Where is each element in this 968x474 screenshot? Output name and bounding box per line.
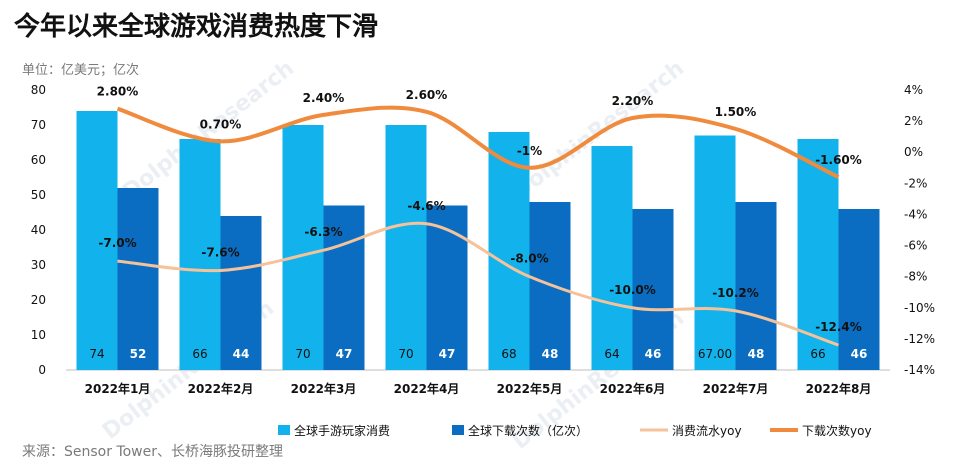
bar-downloads-label: 46 xyxy=(645,347,662,361)
bar-consumption-label: 64 xyxy=(604,347,619,361)
y2-tick-label: 2% xyxy=(904,114,923,128)
y2-tick-label: -6% xyxy=(904,239,927,253)
downloads-yoy-label: 1.50% xyxy=(715,105,757,119)
legend-consumption-yoy-text: 消费流水yoy xyxy=(672,424,742,438)
y-tick-label: 50 xyxy=(31,188,46,202)
downloads-yoy-label: 0.70% xyxy=(200,117,242,131)
consumption-yoy-label: -8.0% xyxy=(510,252,548,266)
y2-tick-label: -14% xyxy=(904,363,935,377)
bar-consumption xyxy=(694,135,736,370)
bar-consumption-label: 70 xyxy=(398,347,413,361)
bar-downloads xyxy=(735,202,777,370)
bar-consumption xyxy=(76,111,118,370)
y2-tick-label: -8% xyxy=(904,270,927,284)
x-tick-label: 2022年6月 xyxy=(600,381,666,396)
line-downloads-yoy xyxy=(116,105,840,179)
x-tick-label: 2022年4月 xyxy=(394,381,460,396)
bar-downloads xyxy=(220,216,262,370)
x-tick-label: 2022年3月 xyxy=(291,381,357,396)
legend-downloads-swatch xyxy=(452,425,464,435)
downloads-yoy-label: 2.20% xyxy=(612,94,654,108)
bar-downloads xyxy=(323,205,365,370)
bar-downloads-label: 48 xyxy=(542,347,559,361)
x-tick-label: 2022年1月 xyxy=(85,381,151,396)
y-tick-label: 40 xyxy=(31,223,46,237)
legend: 全球手游玩家消费 全球下载次数（亿次） 消费流水yoy 下载次数yoy xyxy=(278,423,872,438)
x-tick-label: 2022年5月 xyxy=(497,381,563,396)
y-tick-label: 80 xyxy=(31,83,46,97)
x-tick-label: 2022年7月 xyxy=(703,381,769,396)
source-note: 来源：Sensor Tower、长桥海豚投研整理 xyxy=(22,444,283,460)
consumption-yoy-label: -10.2% xyxy=(712,286,759,300)
bars xyxy=(76,111,880,370)
bar-downloads xyxy=(632,209,674,370)
bar-consumption xyxy=(385,125,427,370)
y-tick-label: 10 xyxy=(31,328,46,342)
bar-consumption-label: 67.00 xyxy=(698,347,732,361)
bar-consumption-label: 70 xyxy=(295,347,310,361)
legend-downloads-yoy-text: 下载次数yoy xyxy=(802,423,872,438)
unit-label: 单位：亿美元；亿次 xyxy=(22,63,140,78)
legend-consumption-text: 全球手游玩家消费 xyxy=(294,423,390,438)
y2-tick-label: -2% xyxy=(904,176,927,190)
bar-downloads-label: 44 xyxy=(233,347,250,361)
legend-downloads-text: 全球下载次数（亿次） xyxy=(468,423,588,438)
bar-downloads-label: 47 xyxy=(336,347,353,361)
bar-consumption xyxy=(282,125,324,370)
downloads-yoy-label: -1% xyxy=(517,144,542,158)
bar-consumption xyxy=(179,139,221,370)
consumption-yoy-label: -7.6% xyxy=(201,245,239,259)
bar-downloads-label: 47 xyxy=(439,347,456,361)
bar-consumption-label: 66 xyxy=(192,347,207,361)
bar-consumption-label: 66 xyxy=(810,347,825,361)
y-tick-label: 20 xyxy=(31,293,46,307)
consumption-yoy-label: -7.0% xyxy=(98,236,136,250)
downloads-yoy-label: 2.60% xyxy=(406,88,448,102)
bar-downloads xyxy=(117,188,159,370)
bar-consumption xyxy=(591,146,633,370)
page-title: 今年以来全球游戏消费热度下滑 xyxy=(14,12,379,42)
y2-tick-label: -12% xyxy=(904,332,935,346)
downloads-yoy-label: 2.80% xyxy=(97,85,139,99)
bar-downloads xyxy=(838,209,880,370)
bar-consumption-label: 68 xyxy=(501,347,516,361)
lines xyxy=(116,105,840,347)
data-labels: 74 52 66 44 70 47 70 47 68 48 64 46 67.00 48 66 46 -7.0%… xyxy=(89,85,867,361)
bar-downloads-label: 48 xyxy=(748,347,765,361)
legend-consumption-swatch xyxy=(278,425,290,435)
consumption-yoy-label: -12.4% xyxy=(815,320,862,334)
y2-tick-label: -4% xyxy=(904,207,927,221)
bar-downloads-label: 46 xyxy=(851,347,868,361)
bar-consumption-label: 74 xyxy=(89,347,104,361)
y2-tick-label: 0% xyxy=(904,145,923,159)
bar-downloads xyxy=(426,205,468,370)
y-tick-label: 60 xyxy=(31,153,46,167)
x-tick-label: 2022年2月 xyxy=(188,381,254,396)
consumption-yoy-label: -10.0% xyxy=(609,283,656,297)
y-tick-label: 70 xyxy=(31,118,46,132)
y2-tick-label: 4% xyxy=(904,83,923,97)
downloads-yoy-label: 2.40% xyxy=(303,91,345,105)
axes: 0 10 20 30 40 50 60 70 80 4% 2% 0% -2% -4% -6% -8% -10% -… xyxy=(31,83,935,396)
consumption-yoy-label: -6.3% xyxy=(304,225,342,239)
line-consumption-yoy xyxy=(117,221,839,347)
downloads-yoy-label: -1.60% xyxy=(815,153,862,167)
bar-consumption xyxy=(488,132,530,370)
consumption-yoy-label: -4.6% xyxy=(407,199,445,213)
y-tick-label: 30 xyxy=(31,258,46,272)
x-tick-label: 2022年8月 xyxy=(806,381,872,396)
bar-downloads-label: 52 xyxy=(130,347,147,361)
y2-tick-label: -10% xyxy=(904,301,935,315)
y-tick-label: 0 xyxy=(38,363,46,377)
